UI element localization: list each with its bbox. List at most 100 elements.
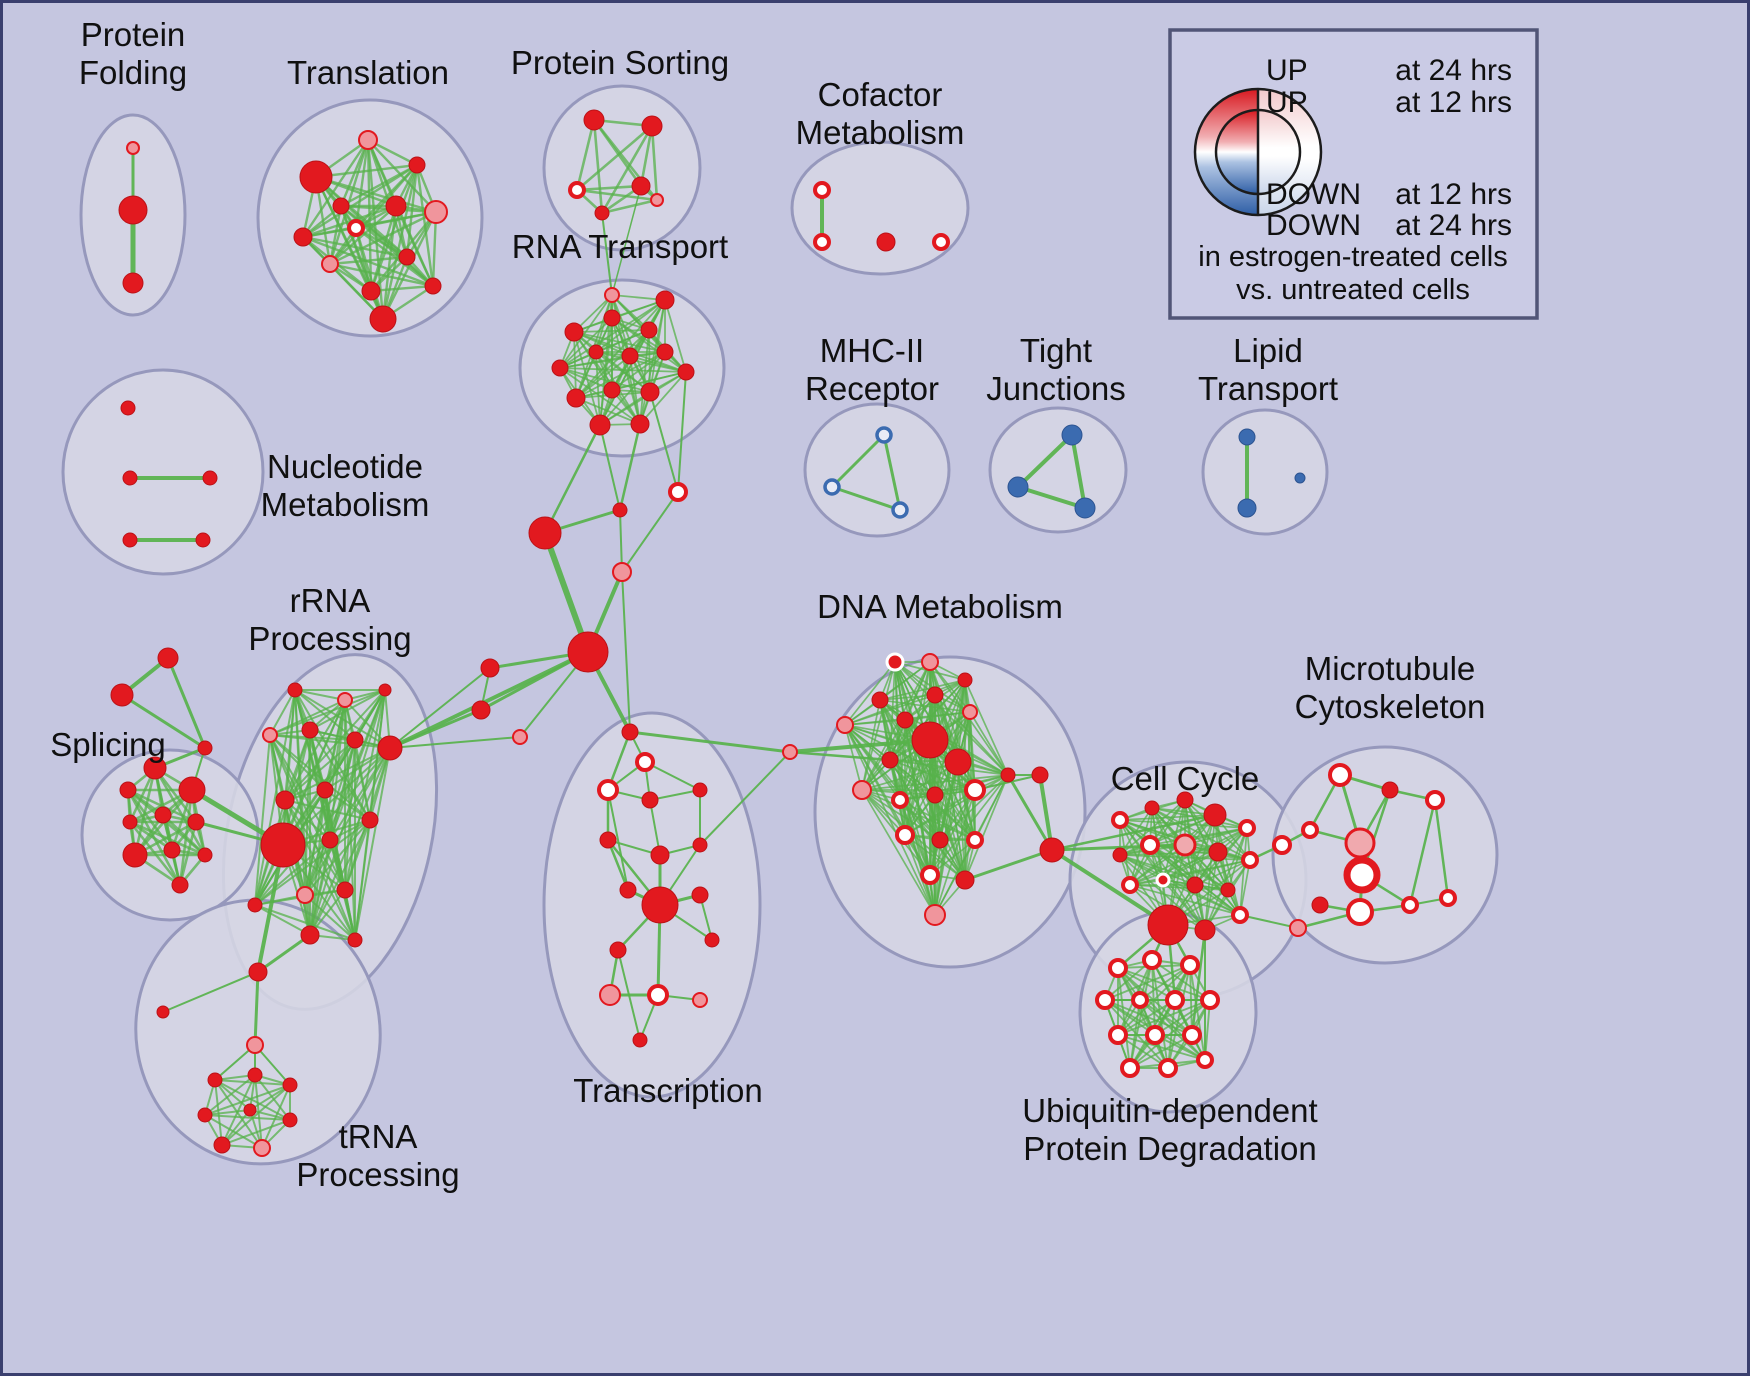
network-node[interactable] <box>603 381 621 399</box>
network-node[interactable] <box>896 711 914 729</box>
network-node[interactable] <box>647 984 669 1006</box>
network-node[interactable] <box>157 647 179 669</box>
network-node[interactable] <box>931 831 949 849</box>
network-node[interactable] <box>321 831 339 849</box>
network-node[interactable] <box>1158 1058 1178 1078</box>
network-node[interactable] <box>1344 827 1376 859</box>
network-node[interactable] <box>424 200 448 224</box>
network-node[interactable] <box>881 751 899 769</box>
network-node[interactable] <box>597 779 619 801</box>
network-node[interactable] <box>275 790 295 810</box>
network-node[interactable] <box>926 786 944 804</box>
network-node[interactable] <box>650 193 664 207</box>
network-node[interactable] <box>630 414 650 434</box>
network-node[interactable] <box>640 321 658 339</box>
network-node[interactable] <box>480 658 500 678</box>
network-node[interactable] <box>1208 842 1228 862</box>
network-node[interactable] <box>871 691 889 709</box>
network-node[interactable] <box>1121 876 1139 894</box>
network-node[interactable] <box>1155 872 1171 888</box>
network-node[interactable] <box>604 287 620 303</box>
network-node[interactable] <box>207 1072 223 1088</box>
network-node[interactable] <box>641 791 659 809</box>
network-node[interactable] <box>122 814 138 830</box>
network-node[interactable] <box>213 1136 231 1154</box>
network-node[interactable] <box>1238 428 1256 446</box>
network-node[interactable] <box>369 305 397 333</box>
network-node[interactable] <box>301 721 319 739</box>
network-node[interactable] <box>691 886 709 904</box>
network-node[interactable] <box>253 1139 271 1157</box>
network-node[interactable] <box>813 181 831 199</box>
network-node[interactable] <box>332 197 350 215</box>
network-node[interactable] <box>122 842 148 868</box>
network-node[interactable] <box>1182 1025 1202 1045</box>
network-node[interactable] <box>171 876 189 894</box>
network-node[interactable] <box>692 782 708 798</box>
network-node[interactable] <box>195 532 211 548</box>
network-node[interactable] <box>187 813 205 831</box>
network-node[interactable] <box>361 811 379 829</box>
network-node[interactable] <box>568 181 586 199</box>
network-node[interactable] <box>528 516 562 550</box>
network-node[interactable] <box>1220 882 1236 898</box>
network-node[interactable] <box>1311 896 1329 914</box>
network-node[interactable] <box>895 825 915 845</box>
network-node[interactable] <box>1176 791 1194 809</box>
network-node[interactable] <box>813 233 831 251</box>
network-node[interactable] <box>656 343 674 361</box>
network-node[interactable] <box>197 1107 213 1123</box>
network-node[interactable] <box>852 780 872 800</box>
network-node[interactable] <box>246 1036 264 1054</box>
network-node[interactable] <box>1241 851 1259 869</box>
network-node[interactable] <box>337 692 353 708</box>
network-node[interactable] <box>358 130 378 150</box>
network-node[interactable] <box>178 776 206 804</box>
network-node[interactable] <box>631 176 651 196</box>
network-node[interactable] <box>316 781 334 799</box>
network-node[interactable] <box>885 652 905 672</box>
network-node[interactable] <box>120 400 136 416</box>
network-node[interactable] <box>955 870 975 890</box>
network-node[interactable] <box>599 831 617 849</box>
network-node[interactable] <box>1238 819 1256 837</box>
network-node[interactable] <box>589 414 611 436</box>
network-node[interactable] <box>612 562 632 582</box>
network-node[interactable] <box>567 631 609 673</box>
network-node[interactable] <box>1231 906 1249 924</box>
network-node[interactable] <box>641 115 663 137</box>
network-node[interactable] <box>635 752 655 772</box>
network-node[interactable] <box>836 716 854 734</box>
network-node[interactable] <box>1381 781 1399 799</box>
network-node[interactable] <box>299 160 333 194</box>
network-node[interactable] <box>262 727 278 743</box>
network-node[interactable] <box>891 791 909 809</box>
network-node[interactable] <box>599 984 621 1006</box>
network-node[interactable] <box>677 363 695 381</box>
network-node[interactable] <box>1200 990 1220 1010</box>
network-node[interactable] <box>347 219 365 237</box>
network-node[interactable] <box>1343 856 1381 894</box>
network-node[interactable] <box>378 683 392 697</box>
network-node[interactable] <box>632 1032 648 1048</box>
network-node[interactable] <box>282 1077 298 1093</box>
network-node[interactable] <box>260 822 306 868</box>
network-node[interactable] <box>163 841 181 859</box>
network-node[interactable] <box>641 886 679 924</box>
network-node[interactable] <box>197 847 213 863</box>
network-node[interactable] <box>944 748 972 776</box>
network-node[interactable] <box>248 962 268 982</box>
network-node[interactable] <box>1346 898 1374 926</box>
network-node[interactable] <box>1165 990 1185 1010</box>
network-node[interactable] <box>1173 833 1197 857</box>
network-node[interactable] <box>564 322 584 342</box>
network-node[interactable] <box>336 881 354 899</box>
network-node[interactable] <box>655 290 675 310</box>
network-node[interactable] <box>119 781 137 799</box>
network-node[interactable] <box>609 941 627 959</box>
network-node[interactable] <box>566 388 586 408</box>
network-node[interactable] <box>911 721 949 759</box>
network-node[interactable] <box>962 704 978 720</box>
network-node[interactable] <box>1145 1025 1165 1045</box>
network-node[interactable] <box>1142 950 1162 970</box>
